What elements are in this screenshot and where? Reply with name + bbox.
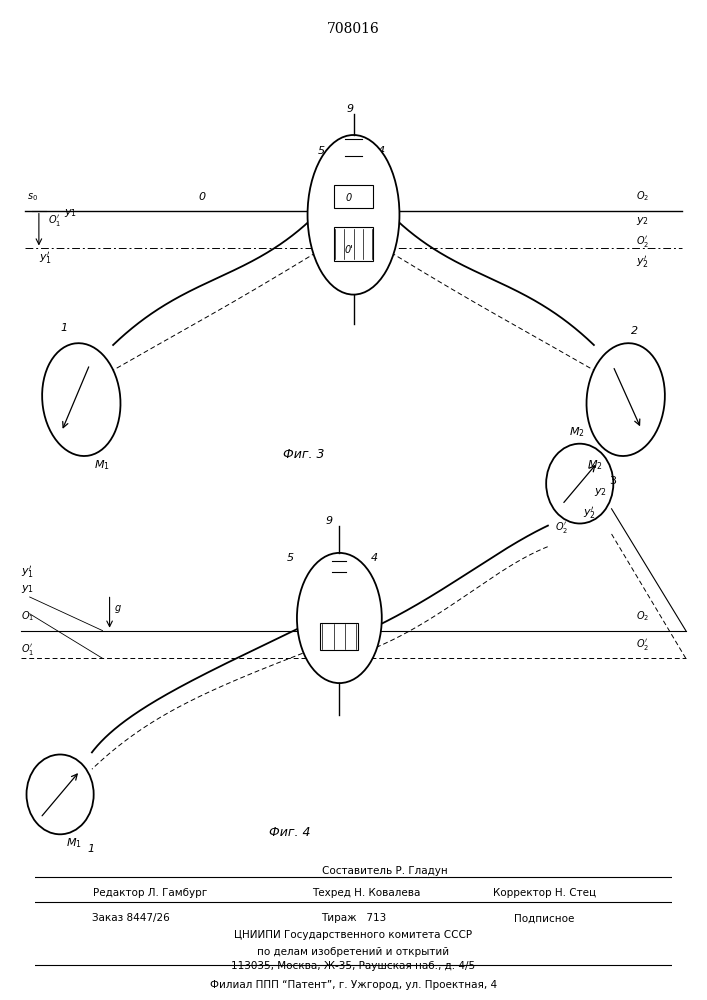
Text: $y_1$: $y_1$ xyxy=(64,207,77,219)
Text: Фиг. 4: Фиг. 4 xyxy=(269,826,310,839)
Text: 4: 4 xyxy=(371,553,378,563)
Text: $O_1$: $O_1$ xyxy=(21,610,35,623)
Text: Корректор Н. Стец: Корректор Н. Стец xyxy=(493,888,596,898)
Text: Техред Н. Ковалева: Техред Н. Ковалева xyxy=(312,888,421,898)
FancyBboxPatch shape xyxy=(334,227,373,261)
Text: Фиг. 3: Фиг. 3 xyxy=(283,448,325,461)
Text: 113035, Москва, Ж-35, Раушская наб., д. 4/5: 113035, Москва, Ж-35, Раушская наб., д. … xyxy=(231,961,476,971)
Text: 9: 9 xyxy=(325,516,332,526)
Text: 1: 1 xyxy=(87,844,94,854)
Text: $y_1'$: $y_1'$ xyxy=(39,250,52,266)
Text: $y_2$: $y_2$ xyxy=(594,486,607,498)
Text: Филиал ППП “Патент”, г. Ужгород, ул. Проектная, 4: Филиал ППП “Патент”, г. Ужгород, ул. Про… xyxy=(210,980,497,990)
Text: 5: 5 xyxy=(286,553,293,563)
Text: $O_1'$: $O_1'$ xyxy=(48,213,62,228)
Text: ЦНИИПИ Государственного комитета СССР: ЦНИИПИ Государственного комитета СССР xyxy=(235,930,472,940)
Text: по делам изобретений и открытий: по делам изобретений и открытий xyxy=(257,947,450,957)
Text: g: g xyxy=(115,603,121,613)
Text: $s_0$: $s_0$ xyxy=(27,192,38,203)
Text: 1: 1 xyxy=(60,323,67,333)
FancyBboxPatch shape xyxy=(334,185,373,208)
Text: Редактор Л. Гамбург: Редактор Л. Гамбург xyxy=(93,888,207,898)
Text: $O_2$: $O_2$ xyxy=(636,190,650,203)
Text: Тираж   713: Тираж 713 xyxy=(321,913,386,923)
Text: $y_2'$: $y_2'$ xyxy=(636,254,649,270)
Text: $O_1'$: $O_1'$ xyxy=(21,642,35,657)
Text: $y_1'$: $y_1'$ xyxy=(21,564,35,580)
Text: $O_2'$: $O_2'$ xyxy=(555,520,568,535)
Text: 9: 9 xyxy=(346,104,354,114)
Text: Заказ 8447/26: Заказ 8447/26 xyxy=(92,913,170,923)
Text: $O_2'$: $O_2'$ xyxy=(636,637,650,652)
Text: $O_2$: $O_2$ xyxy=(636,610,650,623)
Text: 0': 0' xyxy=(344,245,354,255)
Text: $y_2$: $y_2$ xyxy=(636,215,649,227)
Text: $M_2$: $M_2$ xyxy=(587,458,602,472)
Text: $M_2$: $M_2$ xyxy=(569,425,585,439)
Text: 0: 0 xyxy=(345,193,351,203)
FancyBboxPatch shape xyxy=(320,623,358,650)
Text: 2: 2 xyxy=(631,326,638,336)
Text: 4: 4 xyxy=(378,146,385,156)
Text: 708016: 708016 xyxy=(327,22,380,36)
Ellipse shape xyxy=(308,135,399,295)
Ellipse shape xyxy=(297,553,382,683)
Text: Составитель Р. Гладун: Составитель Р. Гладун xyxy=(322,866,448,876)
Text: 0: 0 xyxy=(198,192,205,202)
Text: $y_1$: $y_1$ xyxy=(21,583,35,595)
Text: 5: 5 xyxy=(318,146,325,156)
Text: $M_1$: $M_1$ xyxy=(94,458,110,472)
Text: $O_2'$: $O_2'$ xyxy=(636,234,650,249)
Text: $M_1$: $M_1$ xyxy=(66,836,81,850)
Text: $y_2'$: $y_2'$ xyxy=(583,505,596,521)
Text: $3$: $3$ xyxy=(609,474,617,486)
Text: Подписное: Подписное xyxy=(514,913,575,923)
